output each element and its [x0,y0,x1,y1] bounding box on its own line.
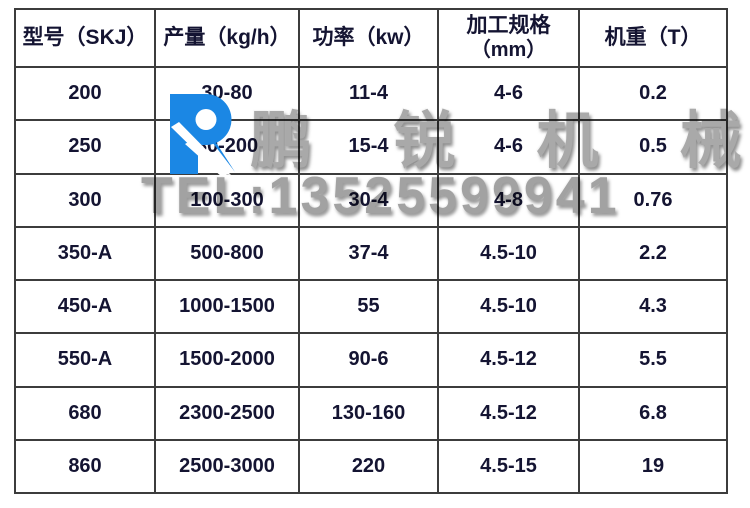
cell-spec: 4.5-12 [437,385,580,441]
cell-model: 550-A [14,332,156,388]
table-row: 860 2500-3000 220 4.5-15 19 [14,438,728,495]
cell-output: 30-80 [154,65,300,122]
col-header-weight: 机重（T） [578,8,728,68]
cell-model: 680 [14,385,156,441]
cell-spec: 4-6 [437,65,580,122]
cell-spec: 4-6 [437,119,580,175]
col-header-model: 型号（SKJ） [14,8,156,68]
cell-model: 860 [14,438,156,495]
cell-spec: 4.5-10 [437,278,580,335]
cell-output: 2500-3000 [154,438,300,495]
table-row: 250 80-200 15-4 4-6 0.5 [14,119,728,175]
cell-power: 11-4 [298,65,439,122]
table-row: 680 2300-2500 130-160 4.5-12 6.8 [14,385,728,441]
cell-output: 1500-2000 [154,332,300,388]
table-row: 300 100-300 30-4 4-8 0.76 [14,172,728,228]
cell-spec: 4.5-15 [437,438,580,495]
cell-power: 130-160 [298,385,439,441]
cell-output: 1000-1500 [154,278,300,335]
cell-weight: 0.76 [578,172,728,228]
col-header-spec: 加工规格 （mm） [437,8,580,68]
cell-power: 55 [298,278,439,335]
header-label: 机重（T） [604,25,702,49]
cell-power: 90-6 [298,332,439,388]
cell-spec: 4.5-12 [437,332,580,388]
header-row: 型号（SKJ） 产量（kg/h） 功率（kw） 加工规格 （mm） 机重（T） [14,8,728,68]
cell-weight: 19 [578,438,728,495]
cell-output: 2300-2500 [154,385,300,441]
cell-model: 350-A [14,225,156,282]
header-label-line2: （mm） [470,38,547,61]
cell-weight: 5.5 [578,332,728,388]
cell-spec: 4.5-10 [437,225,580,282]
cell-weight: 4.3 [578,278,728,335]
cell-weight: 6.8 [578,385,728,441]
cell-power: 220 [298,438,439,495]
cell-power: 15-4 [298,119,439,175]
cell-power: 37-4 [298,225,439,282]
cell-power: 30-4 [298,172,439,228]
table-row: 350-A 500-800 37-4 4.5-10 2.2 [14,225,728,282]
cell-model: 250 [14,119,156,175]
cell-output: 80-200 [154,119,300,175]
cell-weight: 0.5 [578,119,728,175]
table-row: 450-A 1000-1500 55 4.5-10 4.3 [14,278,728,335]
header-label: 功率（kw） [312,25,425,49]
cell-weight: 2.2 [578,225,728,282]
cell-spec: 4-8 [437,172,580,228]
cell-model: 300 [14,172,156,228]
header-label: 产量（kg/h） [163,25,291,49]
cell-model: 450-A [14,278,156,335]
cell-weight: 0.2 [578,65,728,122]
col-header-output: 产量（kg/h） [154,8,300,68]
cell-output: 100-300 [154,172,300,228]
header-label: 型号（SKJ） [22,25,148,49]
table-row: 550-A 1500-2000 90-6 4.5-12 5.5 [14,332,728,388]
table-row: 200 30-80 11-4 4-6 0.2 [14,65,728,122]
col-header-power: 功率（kw） [298,8,439,68]
cell-output: 500-800 [154,225,300,282]
cell-model: 200 [14,65,156,122]
header-label: 加工规格 [466,14,551,38]
machine-spec-table: 型号（SKJ） 产量（kg/h） 功率（kw） 加工规格 （mm） 机重（T） 2… [14,8,728,495]
